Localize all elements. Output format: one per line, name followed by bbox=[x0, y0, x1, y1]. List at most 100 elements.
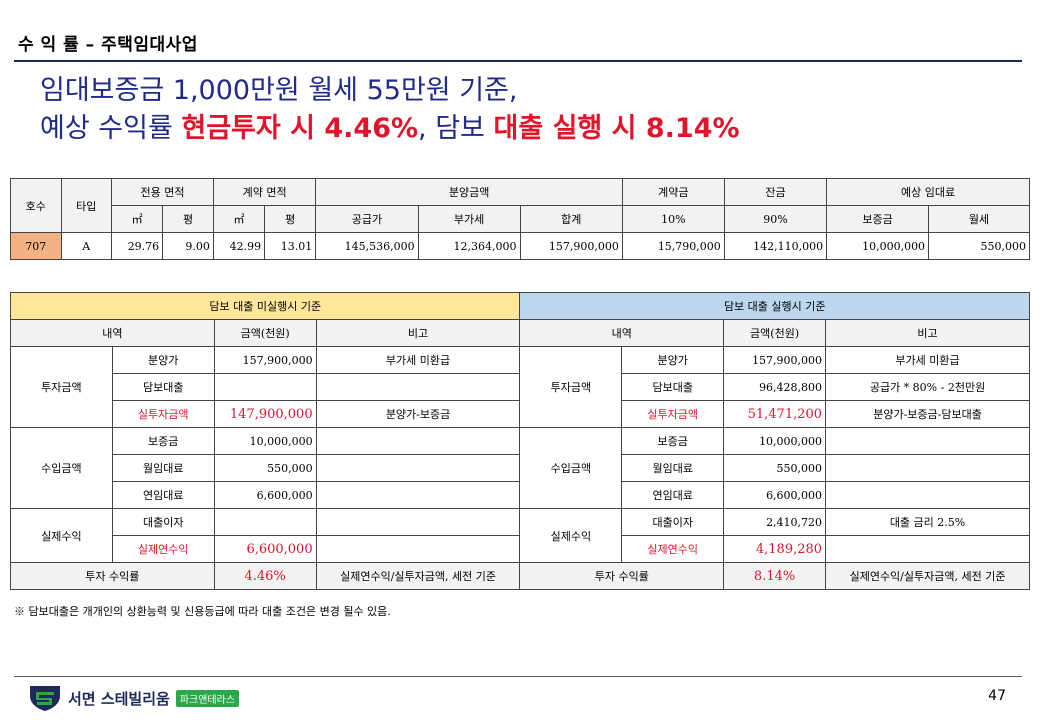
table-cell: 9.00 bbox=[162, 232, 214, 260]
table-row: 투자금액 분양가 157,900,000 부가세 미환급 투자금액 분양가 15… bbox=[10, 346, 1030, 428]
column-amount: 금액(천원) bbox=[723, 319, 827, 347]
rate-label: 투자 수익률 bbox=[519, 562, 725, 590]
note-cell: 부가세 미환급 bbox=[315, 346, 521, 374]
note-cell bbox=[825, 454, 1030, 482]
item-label: 월임대료 bbox=[621, 454, 725, 482]
column-item: 내역 bbox=[10, 319, 215, 347]
amount-cell: 51,471,200 bbox=[723, 400, 827, 428]
item-label: 실투자금액 bbox=[111, 400, 215, 428]
page-number: 47 bbox=[988, 688, 1006, 704]
item-label: 대출이자 bbox=[111, 508, 215, 536]
item-label: 실투자금액 bbox=[621, 400, 725, 428]
group-label-invest: 투자금액 bbox=[519, 346, 623, 428]
table-cell: 142,110,000 bbox=[723, 232, 828, 260]
amount-cell: 4,189,280 bbox=[723, 535, 827, 563]
amount-cell: 96,428,800 bbox=[723, 373, 827, 401]
note-cell: 공급가 * 80% - 2천만원 bbox=[825, 373, 1030, 401]
shield-logo-icon bbox=[30, 686, 60, 711]
item-label: 담보대출 bbox=[111, 373, 215, 401]
footnote: ※ 담보대출은 개개인의 상환능력 및 신용등급에 따라 대출 조건은 변경 될… bbox=[14, 605, 391, 618]
sub-header: 평 bbox=[162, 205, 214, 233]
left-scenario-header: 담보 대출 미실행시 기준 bbox=[9, 292, 521, 320]
table-cell: 145,536,000 bbox=[315, 232, 419, 260]
item-label: 보증금 bbox=[621, 427, 725, 455]
sub-header: 보증금 bbox=[826, 205, 930, 233]
sub-header: ㎡ bbox=[111, 205, 164, 233]
header-balance: 잔금 bbox=[723, 178, 828, 206]
header-contract-area: 계약 면적 bbox=[212, 178, 317, 206]
rate-value-loan: 8.14% bbox=[723, 562, 827, 590]
group-label-invest: 투자금액 bbox=[10, 346, 113, 428]
table-row: 수입금액 보증금 10,000,000 수입금액 보증금 10,000,000 bbox=[10, 427, 1030, 509]
rate-value-cash: 4.46% bbox=[213, 562, 317, 590]
table-row: 실투자금액 147,900,000 분양가-보증금 실투자금액 51,471,2… bbox=[11, 400, 1030, 428]
table-cell: A bbox=[60, 232, 113, 260]
rate-note: 실제연수익/실투자금액, 세전 기준 bbox=[825, 562, 1030, 590]
amount-cell: 10,000,000 bbox=[213, 427, 317, 455]
sub-header: 10% bbox=[621, 205, 725, 233]
note-cell: 대출 금리 2.5% bbox=[825, 508, 1030, 536]
sub-header: 90% bbox=[723, 205, 828, 233]
note-cell bbox=[825, 481, 1030, 509]
header-unit: 호수 bbox=[10, 178, 62, 233]
item-label: 분양가 bbox=[111, 346, 215, 374]
item-label: 연임대료 bbox=[111, 481, 215, 509]
header-exclusive-area: 전용 면적 bbox=[111, 178, 214, 206]
sub-header: 평 bbox=[264, 205, 317, 233]
note-cell bbox=[315, 454, 521, 482]
amount-cell: 550,000 bbox=[213, 454, 317, 482]
sub-header: 공급가 bbox=[315, 205, 419, 233]
headline-line2: 예상 수익률 현금투자 시 4.46%, 담보 대출 실행 시 8.14% bbox=[40, 110, 740, 148]
headline-mid: , 담보 bbox=[418, 113, 494, 144]
group-label-income: 수입금액 bbox=[519, 427, 623, 509]
item-label: 실제연수익 bbox=[621, 535, 725, 563]
amount-cell: 157,900,000 bbox=[723, 346, 827, 374]
sub-header: 합계 bbox=[519, 205, 623, 233]
headline-cash-return: 현금투자 시 4.46% bbox=[181, 113, 419, 144]
unit-price-table: 호수 타입 전용 면적 계약 면적 분양금액 계약금 잔금 예상 임대료 ㎡ 평… bbox=[10, 178, 1030, 260]
rate-label: 투자 수익률 bbox=[10, 562, 215, 590]
note-cell: 분양가-보증금 bbox=[315, 400, 521, 428]
table-cell: 550,000 bbox=[928, 232, 1030, 260]
note-cell bbox=[825, 535, 1030, 563]
amount-cell bbox=[213, 508, 317, 536]
table-row: 707 A 29.76 9.00 42.99 13.01 145,536,000… bbox=[10, 232, 1030, 260]
item-label: 월임대료 bbox=[111, 454, 215, 482]
table-cell: 29.76 bbox=[111, 232, 164, 260]
note-cell bbox=[825, 427, 1030, 455]
amount-cell: 6,600,000 bbox=[213, 535, 317, 563]
group-label-actual: 실제수익 bbox=[519, 508, 623, 563]
column-note: 비고 bbox=[825, 319, 1030, 347]
title-divider bbox=[14, 60, 1022, 62]
rate-note: 실제연수익/실투자금액, 세전 기준 bbox=[315, 562, 521, 590]
amount-cell: 550,000 bbox=[723, 454, 827, 482]
group-label-income: 수입금액 bbox=[10, 427, 113, 509]
item-label: 실제연수익 bbox=[111, 535, 215, 563]
headline-line1: 임대보증금 1,000만원 월세 55만원 기준, bbox=[40, 75, 518, 106]
footer-divider bbox=[14, 676, 1022, 677]
unit-number-cell: 707 bbox=[10, 232, 62, 260]
header-type: 타입 bbox=[60, 178, 113, 233]
item-label: 분양가 bbox=[621, 346, 725, 374]
sub-header: ㎡ bbox=[212, 205, 266, 233]
headline: 임대보증금 1,000만원 월세 55만원 기준, 예상 수익률 현금투자 시 … bbox=[40, 72, 740, 148]
brand-logo: 서면 스테빌리움 파크앤테라스 bbox=[28, 684, 240, 712]
table-cell: 15,790,000 bbox=[621, 232, 725, 260]
header-expected-rent: 예상 임대료 bbox=[826, 178, 1030, 206]
sub-header: 부가세 bbox=[417, 205, 521, 233]
header-sale-price: 분양금액 bbox=[315, 178, 623, 206]
table-row: 실제수익 대출이자 실제수익 대출이자 2,410,720 대출 금리 2.5% bbox=[10, 508, 1030, 563]
item-label: 보증금 bbox=[111, 427, 215, 455]
table-row: 월임대료 550,000 월임대료 550,000 bbox=[11, 454, 1030, 482]
right-scenario-header: 담보 대출 실행시 기준 bbox=[519, 292, 1030, 320]
item-label: 연임대료 bbox=[621, 481, 725, 509]
table-cell: 42.99 bbox=[212, 232, 266, 260]
note-cell bbox=[315, 373, 521, 401]
amount-cell: 6,600,000 bbox=[723, 481, 827, 509]
note-cell bbox=[315, 535, 521, 563]
section-title: 수 익 률 – 주택임대사업 bbox=[18, 35, 198, 55]
returns-table: 담보 대출 미실행시 기준 담보 대출 실행시 기준 내역 금액(천원) 비고 … bbox=[9, 292, 1030, 590]
amount-cell bbox=[213, 373, 317, 401]
brand-name: 서면 스테빌리움 bbox=[68, 689, 170, 708]
item-label: 담보대출 bbox=[621, 373, 725, 401]
